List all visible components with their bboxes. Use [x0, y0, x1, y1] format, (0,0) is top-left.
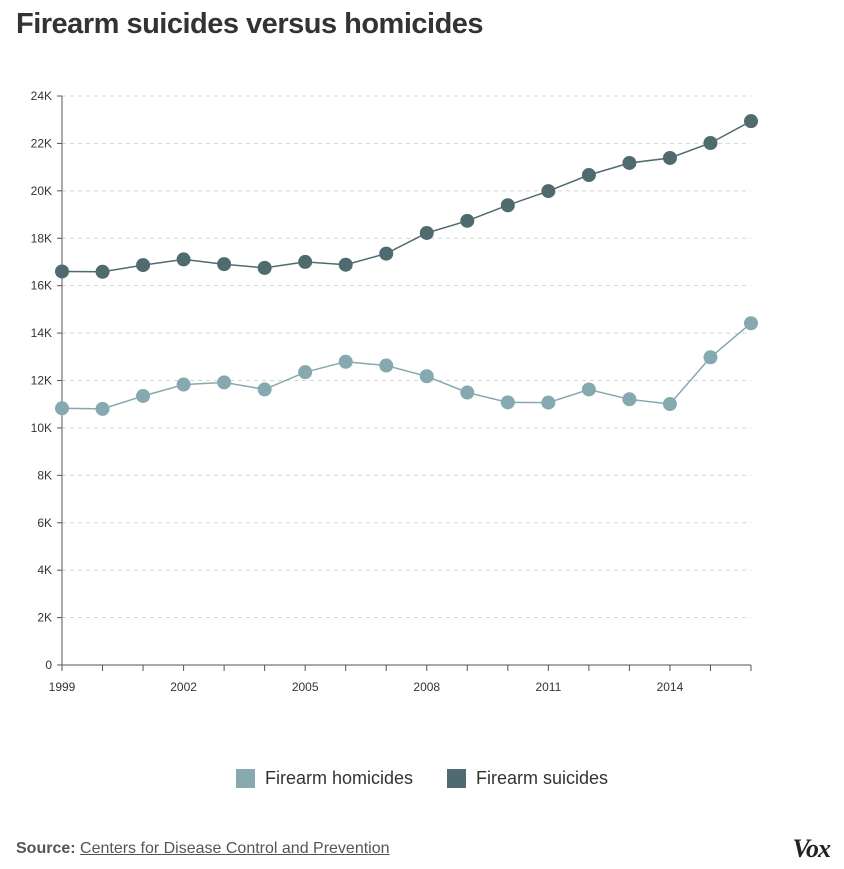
data-point-firearm-suicides[interactable]	[744, 114, 758, 129]
data-point-firearm-suicides[interactable]	[419, 225, 434, 240]
series-firearm-homicides	[55, 316, 758, 416]
data-point-firearm-suicides[interactable]	[95, 264, 110, 279]
series-firearm-suicides	[55, 114, 758, 279]
legend-item-suicides[interactable]: Firearm suicides	[447, 768, 608, 789]
data-point-firearm-suicides[interactable]	[257, 260, 272, 275]
legend-label-homicides: Firearm homicides	[264, 768, 413, 788]
data-point-firearm-suicides[interactable]	[298, 254, 313, 269]
data-point-firearm-homicides[interactable]	[338, 354, 353, 369]
x-tick-label: 2011	[535, 680, 561, 694]
data-point-firearm-homicides[interactable]	[176, 377, 191, 392]
data-point-firearm-suicides[interactable]	[55, 264, 69, 279]
data-point-firearm-homicides[interactable]	[581, 382, 596, 397]
x-tick-label: 2008	[413, 680, 440, 694]
data-point-firearm-suicides[interactable]	[500, 198, 515, 213]
data-point-firearm-homicides[interactable]	[500, 395, 515, 410]
line-chart: 0 2K 4K 6K 8K 10K 12K 14K 16K 18K 20K 22K 24K 1999 20…	[31, 89, 758, 694]
data-point-firearm-homicides[interactable]	[662, 397, 677, 412]
data-point-firearm-homicides[interactable]	[622, 392, 637, 407]
y-tick-label: 16K	[31, 279, 52, 293]
data-point-firearm-homicides[interactable]	[257, 382, 272, 397]
y-tick-label: 6K	[37, 516, 52, 530]
data-point-firearm-suicides[interactable]	[460, 213, 475, 228]
data-point-firearm-homicides[interactable]	[460, 385, 475, 400]
y-tick-label: 2K	[37, 611, 52, 625]
y-axis-ticks: 0 2K 4K 6K 8K 10K 12K 14K 16K 18K 20K 22K 24K	[31, 89, 62, 672]
legend-swatch-homicides	[235, 769, 255, 788]
data-point-firearm-homicides[interactable]	[136, 388, 151, 403]
series-line-firearm-homicides	[61, 322, 752, 410]
data-point-firearm-suicides[interactable]	[662, 150, 677, 165]
y-tick-label: 24K	[31, 89, 52, 103]
data-point-firearm-suicides[interactable]	[176, 252, 191, 267]
y-tick-label: 4K	[37, 563, 52, 577]
data-point-firearm-homicides[interactable]	[379, 358, 394, 373]
source-link[interactable]: Centers for Disease Control and Preventi…	[80, 840, 390, 857]
data-point-firearm-homicides[interactable]	[419, 369, 434, 384]
y-tick-label: 14K	[31, 326, 52, 340]
y-tick-label: 12K	[31, 374, 52, 388]
data-point-firearm-suicides[interactable]	[379, 246, 394, 261]
x-tick-label: 2005	[292, 680, 319, 694]
y-tick-label: 8K	[37, 468, 52, 482]
x-axis-ticks: 1999 2002 2005 2008 2011 2014	[49, 665, 752, 694]
vox-logo: Vox	[792, 834, 831, 863]
y-tick-label: 0	[45, 658, 52, 672]
legend: Firearm homicides Firearm suicides	[0, 768, 844, 789]
source-note: Source: Centers for Disease Control and …	[16, 840, 390, 858]
data-point-firearm-homicides[interactable]	[217, 375, 232, 390]
data-point-firearm-homicides[interactable]	[541, 395, 556, 410]
data-point-firearm-suicides[interactable]	[136, 258, 151, 273]
data-point-firearm-homicides[interactable]	[55, 401, 69, 416]
data-point-firearm-homicides[interactable]	[298, 365, 313, 380]
series	[55, 114, 758, 416]
data-point-firearm-homicides[interactable]	[744, 316, 758, 331]
legend-label-suicides: Firearm suicides	[476, 768, 609, 788]
data-point-firearm-suicides[interactable]	[581, 168, 596, 183]
legend-item-homicides[interactable]: Firearm homicides	[235, 768, 413, 789]
chart-title: Firearm suicides versus homicides	[16, 8, 484, 40]
y-tick-label: 20K	[31, 184, 52, 198]
x-tick-label: 1999	[49, 680, 76, 694]
data-point-firearm-suicides[interactable]	[541, 184, 556, 199]
y-tick-label: 10K	[31, 421, 52, 435]
y-tick-label: 18K	[31, 231, 52, 245]
x-tick-label: 2014	[657, 680, 684, 694]
legend-swatch-suicides	[447, 769, 466, 788]
data-point-firearm-homicides[interactable]	[95, 401, 110, 416]
source-label: Source:	[16, 840, 76, 857]
data-point-firearm-suicides[interactable]	[703, 135, 718, 150]
x-tick-label: 2002	[170, 680, 197, 694]
data-point-firearm-suicides[interactable]	[622, 155, 637, 170]
y-tick-label: 22K	[31, 136, 52, 150]
data-point-firearm-suicides[interactable]	[217, 257, 232, 272]
data-point-firearm-homicides[interactable]	[703, 350, 718, 365]
grid-lines	[62, 95, 751, 619]
data-point-firearm-suicides[interactable]	[338, 257, 353, 272]
